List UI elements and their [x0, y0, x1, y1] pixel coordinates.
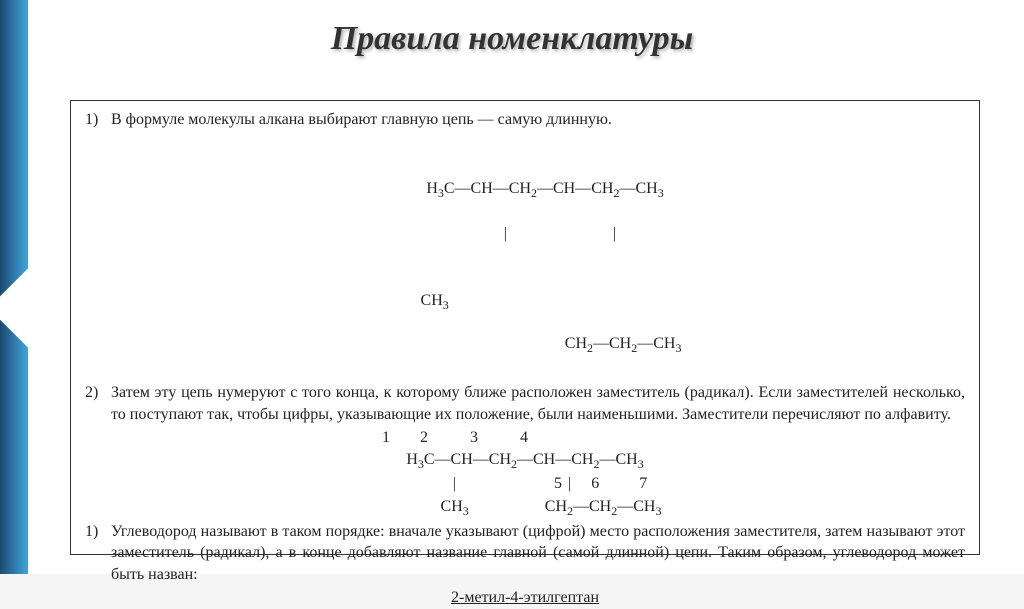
formula-1-line3: CH3 CH2—CH2—CH3: [85, 290, 965, 376]
ch3-left-2: CH3: [441, 496, 469, 518]
ch3-left: CH3: [421, 290, 449, 376]
content-box: 1) В формуле молекулы алкана выбирают гл…: [70, 100, 980, 555]
rule-1: 1) В формуле молекулы алкана выбирают гл…: [85, 109, 965, 131]
formula-1-line2: | |: [85, 223, 965, 288]
rule-3-text: Углеводород называют в таком порядке: вн…: [111, 521, 965, 586]
bond-right: |: [613, 223, 616, 288]
formula-2-numtop: 1 2 3 4: [85, 427, 965, 449]
slide: Правила номенклатуры 1) В формуле молеку…: [0, 0, 1024, 574]
chain-right-2: CH2—CH2—CH3: [545, 496, 662, 518]
formula-2-line2: | 5 | 6 7: [85, 473, 965, 495]
slide-title: Правила номенклатуры: [0, 20, 1024, 58]
answer: 2-метил-4-этилгептан: [451, 589, 599, 606]
answer-line: 2-метил-4-этилгептан: [85, 587, 965, 609]
formula-2-line3: CH3 CH2—CH2—CH3: [85, 496, 965, 518]
rule-1-text: В формуле молекулы алкана выбирают главн…: [111, 111, 612, 128]
rule-1-num: 1): [85, 109, 107, 131]
formula-2-line1: H3C—CH—CH2—CH—CH2—CH3: [85, 449, 965, 471]
rule-2-text: Затем эту цепь нумеруют с того конца, к …: [111, 382, 965, 425]
rule-3: 1) Углеводород называют в таком порядке:…: [85, 521, 965, 586]
rule-2-num: 2): [85, 382, 111, 425]
formula-1: H3C—CH—CH2—CH—CH2—CH3 | | CH3 CH2—CH2—CH…: [85, 135, 965, 377]
formula-1-line1: H3C—CH—CH2—CH—CH2—CH3: [85, 135, 965, 221]
formula-2: 1 2 3 4 H3C—CH—CH2—CH—CH2—CH3 | 5 | 6 7: [85, 427, 965, 517]
rule-3-num: 1): [85, 521, 111, 586]
rule-2: 2) Затем эту цепь нумеруют с того конца,…: [85, 382, 965, 425]
chain-right: CH2—CH2—CH3: [525, 290, 682, 376]
accent-bar: [0, 0, 28, 574]
